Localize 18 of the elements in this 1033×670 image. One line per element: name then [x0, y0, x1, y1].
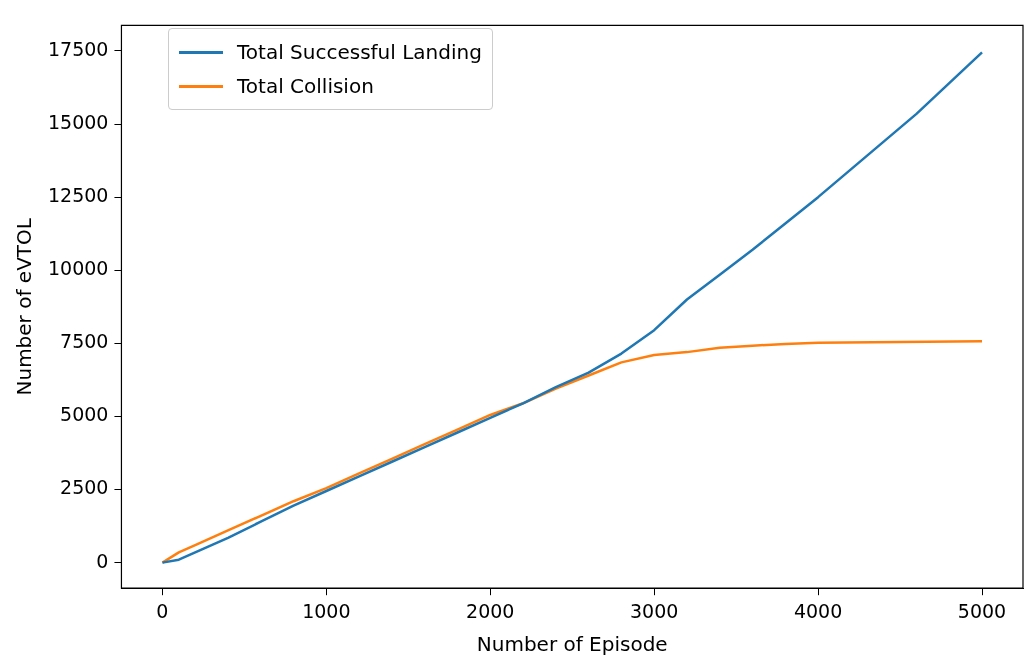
y-tick-label: 0 [96, 549, 109, 572]
x-tick-label: 2000 [466, 599, 515, 622]
y-tick-label: 10000 [47, 257, 109, 280]
y-tick-label: 12500 [47, 184, 109, 207]
y-axis-title: Number of eVTOL [12, 217, 37, 396]
legend-label: Total Successful Landing [237, 39, 482, 66]
y-tick-label: 2500 [60, 476, 109, 499]
legend-label: Total Collision [237, 73, 374, 100]
y-tick-label: 15000 [47, 111, 109, 134]
x-axis-title: Number of Episode [476, 632, 668, 657]
y-tick-label: 7500 [60, 330, 109, 353]
x-tick-label: 5000 [957, 599, 1007, 622]
x-tick-label: 3000 [630, 599, 679, 622]
x-tick-label: 4000 [793, 599, 843, 622]
y-tick-label: 17500 [47, 37, 109, 60]
y-tick-label: 5000 [60, 403, 109, 426]
x-tick-label: 1000 [302, 599, 351, 622]
x-tick-label: 0 [156, 599, 169, 622]
